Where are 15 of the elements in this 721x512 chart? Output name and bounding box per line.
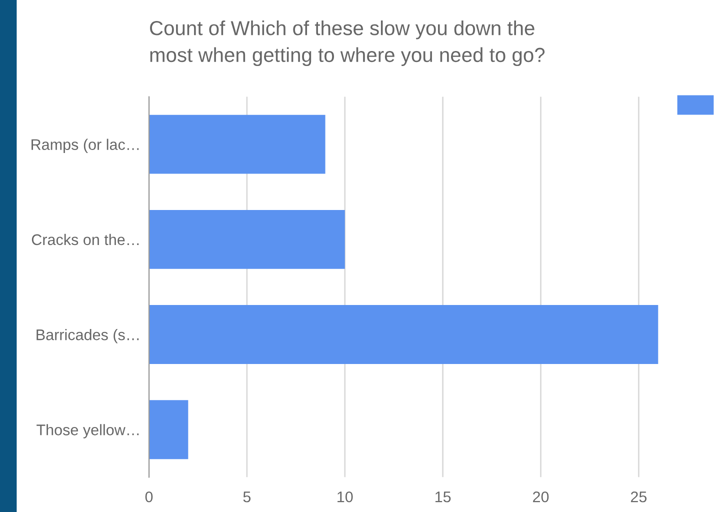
y-tick-label: Ramps (or lac… [32,138,139,154]
x-tick-label: 25 [630,491,647,502]
x-tick-label: 15 [435,492,451,502]
bar [149,114,326,174]
chart-title: Count of Which of these slow you down the most when getting to where you need to go? [150,20,545,66]
x-tick-label: 20 [533,491,549,502]
x-tick-label: 5 [243,492,251,502]
y-tick-label: Those yellow… [36,424,139,438]
y-tick-label: Barricades (s… [36,328,139,344]
bar [149,210,345,269]
y-tick-label: Cracks on the… [32,234,139,246]
x-tick-label: 0 [145,491,153,502]
bar [149,305,658,364]
x-tick-label: 10 [338,491,353,502]
bar [149,400,188,460]
